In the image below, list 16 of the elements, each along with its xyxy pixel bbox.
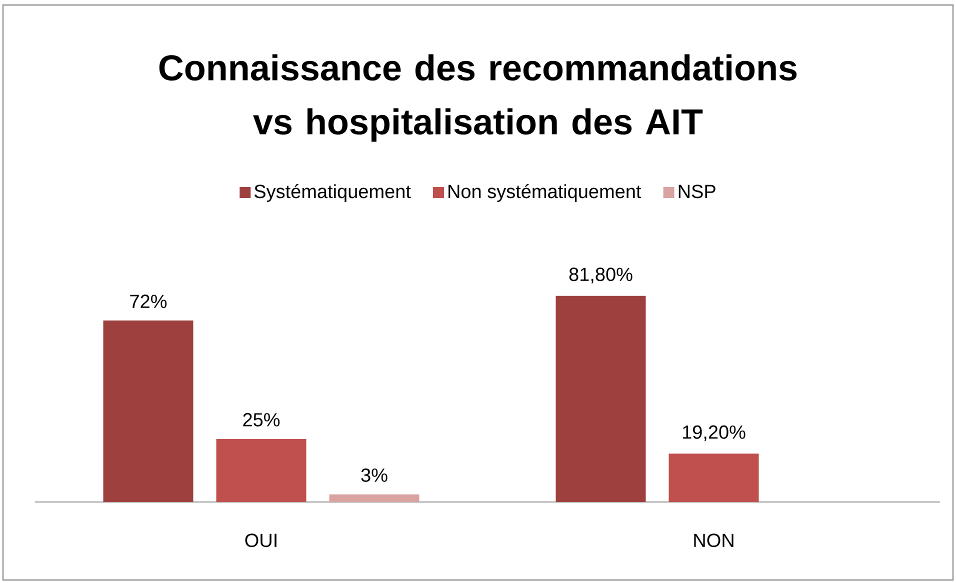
bar bbox=[103, 320, 194, 502]
legend-label: NSP bbox=[678, 184, 716, 198]
data-label: 19,20% bbox=[682, 425, 746, 442]
legend-label: Systématiquement bbox=[254, 184, 411, 202]
data-label: 72% bbox=[130, 294, 167, 308]
x-tick-label: NON bbox=[694, 534, 734, 548]
data-label: 81,80% bbox=[569, 268, 632, 284]
data-label: 3% bbox=[361, 468, 388, 482]
legend-label: Non systématiquement bbox=[448, 184, 642, 202]
bar bbox=[556, 296, 646, 502]
bar bbox=[216, 438, 306, 502]
data-label: 25% bbox=[243, 413, 280, 426]
chart-title: Connaissance des recommandations vs hospitalisation des AIT bbox=[159, 54, 797, 142]
bar bbox=[329, 494, 420, 502]
x-tick-label: OUI bbox=[245, 534, 276, 548]
bar bbox=[668, 454, 759, 502]
